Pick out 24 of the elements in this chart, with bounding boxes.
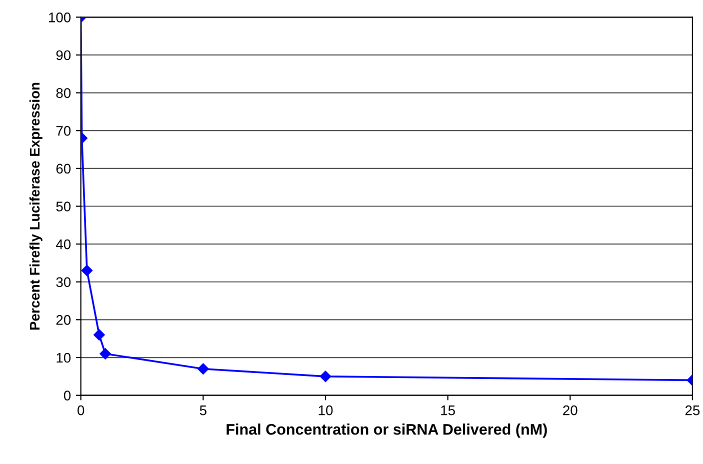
x-tick-label: 25 [685,405,700,416]
y-tick-label: 60 [56,164,71,174]
x-tick-label: 20 [563,405,578,416]
y-axis-title: Percent Firefly Luciferase Expression [29,82,42,330]
point [320,370,332,382]
y-tick-label: 70 [56,126,71,136]
y-tick-label: 0 [64,390,71,400]
point [198,363,209,374]
point [100,348,111,360]
x-tick-label: 0 [78,405,84,416]
x-tick-label: 10 [318,405,333,416]
x-axis-title: Final Concentration or siRNA Delivered (nM) [226,424,547,438]
y-tick-label: 100 [49,12,71,22]
x-tick-label: 5 [200,406,206,416]
y-tick-label: 90 [56,50,71,60]
y-tick-label: 20 [56,315,71,325]
y-tick-label: 80 [56,88,71,98]
y-tick-label: 30 [56,277,71,288]
point [94,329,105,340]
y-tick-label: 40 [56,239,71,250]
point [81,264,93,276]
x-tick-label: 15 [441,406,455,416]
y-tick-label: 10 [56,352,71,363]
y-tick-label: 50 [56,202,71,212]
